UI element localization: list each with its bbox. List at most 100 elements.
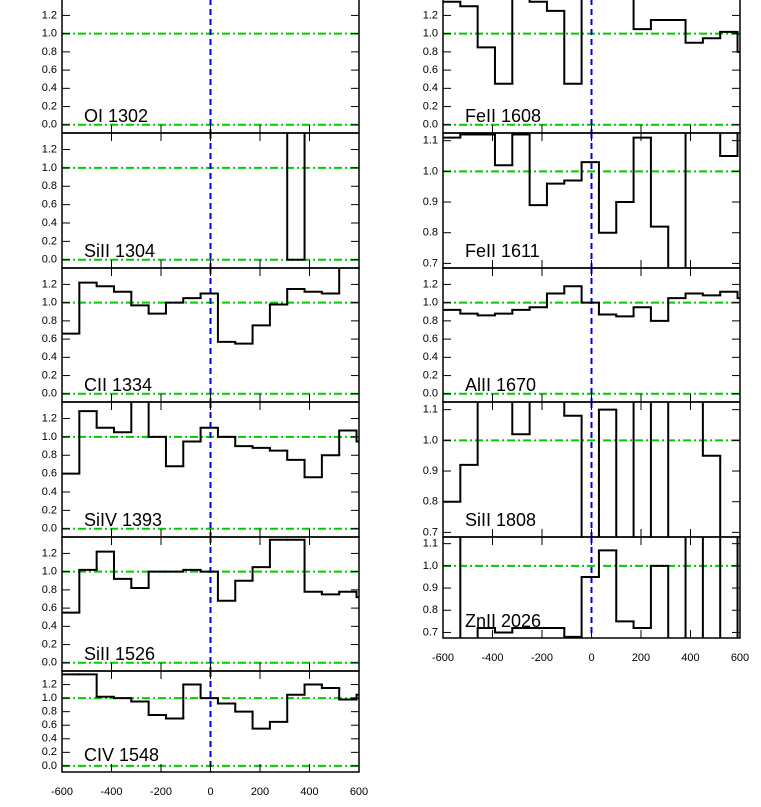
y-tick-label: 1.0 <box>42 297 57 309</box>
x-tick-label: -600 <box>432 652 454 664</box>
y-tick-label: 1.0 <box>42 692 57 704</box>
x-tick-label: 0 <box>588 652 594 664</box>
y-tick-label: 1.0 <box>423 434 438 446</box>
y-tick-label: 0.0 <box>423 388 438 400</box>
y-tick-label: 0.4 <box>423 82 438 94</box>
y-tick-label: 1.1 <box>423 135 438 147</box>
y-tick-label: 0.4 <box>42 351 57 363</box>
panel-label: SiII 1808 <box>465 510 536 530</box>
y-tick-label: 1.2 <box>42 547 57 559</box>
y-tick-label: 1.2 <box>42 278 57 290</box>
plot-area <box>62 133 359 268</box>
y-tick-label: 0.2 <box>42 235 57 247</box>
y-tick-label: 0.6 <box>42 468 57 480</box>
y-tick-label: 0.4 <box>42 733 57 745</box>
panel-label: ZnII 2026 <box>465 611 541 631</box>
y-tick-label: 0.2 <box>42 100 57 112</box>
y-tick-label: 0.9 <box>423 465 438 477</box>
y-tick-label: 0.2 <box>423 369 438 381</box>
panel-label: FeII 1611 <box>465 241 540 261</box>
panel: 0.7 0.8 0.9 1.0 1.1 -600 -400 -200 0 200 400 600 ZnI… <box>423 536 749 664</box>
y-tick-label: 1.2 <box>42 143 57 155</box>
y-tick-label: 0.6 <box>423 333 438 345</box>
y-tick-label: 1.1 <box>423 538 438 550</box>
y-tick-label: 1.0 <box>423 560 438 572</box>
y-tick-label: 0.0 <box>42 657 57 669</box>
panel: 0.0 0.2 0.4 0.6 0.8 1.0 1.2 SiII 1304 <box>42 132 360 269</box>
panel-label: OI 1302 <box>84 106 148 126</box>
y-tick-label: 0.4 <box>42 620 57 632</box>
y-tick-label: 1.2 <box>42 678 57 690</box>
plot-area <box>443 0 740 133</box>
x-tick-label: -600 <box>51 786 73 798</box>
plot-area <box>443 268 740 402</box>
y-tick-label: 0.9 <box>423 582 438 594</box>
y-tick-label: 0.2 <box>423 100 438 112</box>
x-tick-label: -200 <box>531 652 553 664</box>
y-tick-label: 0.8 <box>42 315 57 327</box>
panel: 0.0 0.2 0.4 0.6 0.8 1.0 1.2 SiIV 1393 <box>42 401 360 538</box>
y-tick-label: 0.8 <box>423 315 438 327</box>
panel-label: AlII 1670 <box>465 375 536 395</box>
y-tick-label: 0.6 <box>423 64 438 76</box>
panel-label: SiII 1304 <box>84 241 155 261</box>
panel-label: FeII 1608 <box>465 106 541 126</box>
y-tick-label: 0.2 <box>42 638 57 650</box>
y-tick-label: 0.4 <box>42 486 57 498</box>
panel: 0.0 0.2 0.4 0.6 0.8 1.0 1.2 SiII 1526 <box>42 536 360 672</box>
panel: 0.0 0.2 0.4 0.6 0.8 1.0 1.2 CII 1334 <box>42 267 360 403</box>
y-tick-label: 0.9 <box>423 196 438 208</box>
y-tick-label: 1.0 <box>42 566 57 578</box>
y-tick-label: 0.8 <box>423 496 438 508</box>
y-tick-label: 1.0 <box>423 297 438 309</box>
x-tick-label: 600 <box>731 652 749 664</box>
y-tick-label: 0.7 <box>423 626 438 638</box>
panel: 0.0 0.2 0.4 0.6 0.8 1.0 1.2 FeII 1608 <box>423 0 741 134</box>
y-tick-label: 1.0 <box>42 431 57 443</box>
y-tick-label: 0.8 <box>423 46 438 58</box>
x-tick-label: 400 <box>681 652 699 664</box>
y-tick-label: 1.2 <box>42 9 57 21</box>
y-tick-label: 1.0 <box>42 28 57 40</box>
panel-label: CII 1334 <box>84 375 152 395</box>
panel: 0.0 0.2 0.4 0.6 0.8 1.0 1.2 AlII 1670 <box>423 267 741 403</box>
y-tick-label: 0.2 <box>42 746 57 758</box>
y-tick-label: 0.4 <box>42 217 57 229</box>
plot-area <box>443 133 740 268</box>
y-tick-label: 0.6 <box>42 64 57 76</box>
x-tick-label: 200 <box>251 786 269 798</box>
plot-area <box>443 537 740 638</box>
y-tick-label: 0.7 <box>423 526 438 538</box>
plot-area <box>62 537 359 671</box>
y-tick-label: 0.0 <box>423 119 438 131</box>
plot-area <box>443 402 740 537</box>
y-tick-label: 0.0 <box>42 523 57 535</box>
y-tick-label: 0.8 <box>42 706 57 718</box>
y-tick-label: 0.8 <box>42 180 57 192</box>
panel: 0.7 0.8 0.9 1.0 1.1 FeII 1611 <box>423 132 741 269</box>
y-tick-label: 0.8 <box>423 604 438 616</box>
y-tick-label: 1.0 <box>42 162 57 174</box>
y-tick-label: 0.0 <box>42 388 57 400</box>
x-tick-label: -400 <box>100 786 122 798</box>
y-tick-label: 1.1 <box>423 404 438 416</box>
y-tick-label: 0.6 <box>42 333 57 345</box>
y-tick-label: 0.4 <box>423 351 438 363</box>
plot-area <box>62 268 359 402</box>
y-tick-label: 0.0 <box>42 760 57 772</box>
x-tick-label: -200 <box>150 786 172 798</box>
x-tick-label: 400 <box>300 786 318 798</box>
y-tick-label: 0.8 <box>42 46 57 58</box>
y-tick-label: 0.2 <box>42 504 57 516</box>
panel-label: SiII 1526 <box>84 644 155 664</box>
y-tick-label: 0.6 <box>42 602 57 614</box>
y-tick-label: 0.0 <box>42 254 57 266</box>
y-tick-label: 0.0 <box>42 119 57 131</box>
plot-area <box>62 402 359 537</box>
panel: 0.0 0.2 0.4 0.6 0.8 1.0 1.2 OI 1302 <box>42 0 360 134</box>
panel-label: SiIV 1393 <box>84 510 162 530</box>
y-tick-label: 0.6 <box>42 719 57 731</box>
y-tick-label: 1.2 <box>423 278 438 290</box>
y-tick-label: 0.7 <box>423 257 438 269</box>
